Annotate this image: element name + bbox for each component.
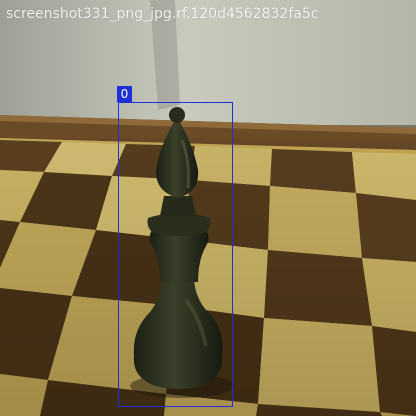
bishop-highlight — [180, 139, 190, 189]
bishop-base-highlight — [184, 298, 208, 347]
wall-shadow — [150, 0, 180, 110]
bishop-base — [133, 280, 223, 389]
detection-class-label: 0 — [117, 86, 132, 102]
bishop-neck — [160, 196, 196, 216]
bishop-collar — [147, 213, 211, 236]
board-edge-highlight — [0, 115, 416, 134]
bishop-piece — [133, 107, 223, 389]
image-filename-caption: screenshot331_png_jpg.rf.120d4562832fa5c — [6, 6, 319, 22]
bishop-finial — [169, 107, 185, 123]
bishop-body — [149, 228, 209, 282]
wall — [0, 0, 416, 125]
detection-bounding-box — [118, 102, 233, 407]
